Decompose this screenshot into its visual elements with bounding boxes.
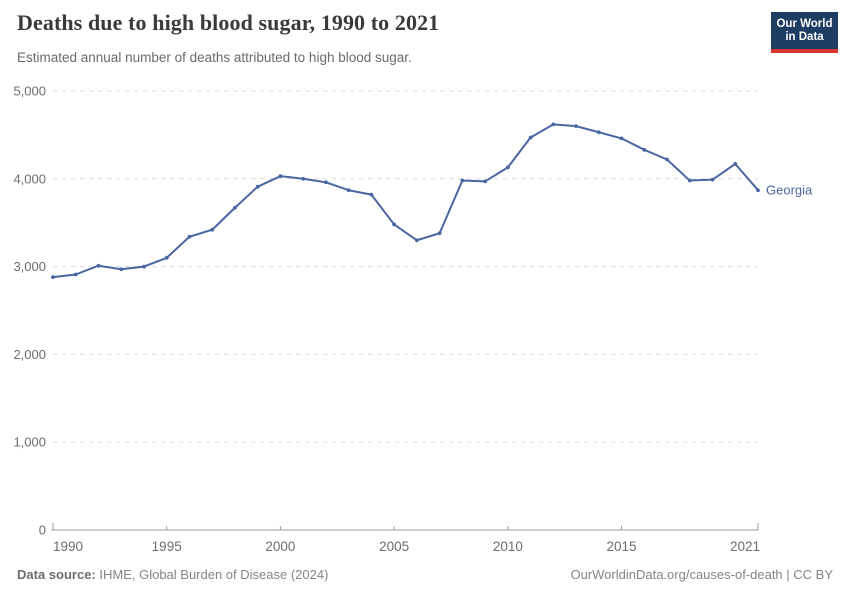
data-point[interactable] <box>414 238 419 243</box>
data-point[interactable] <box>73 272 78 277</box>
data-point[interactable] <box>324 180 328 185</box>
entity-label[interactable]: Georgia <box>766 183 813 198</box>
x-tick-label: 2015 <box>607 539 637 554</box>
data-point[interactable] <box>460 178 465 183</box>
x-tick-label: 2010 <box>493 539 523 554</box>
owid-logo[interactable]: Our World in Data <box>771 12 838 53</box>
trend-line[interactable] <box>52 123 759 279</box>
data-point[interactable] <box>233 205 237 210</box>
data-point[interactable] <box>369 192 374 197</box>
data-point[interactable] <box>483 179 487 184</box>
x-tick-label: 2005 <box>379 539 409 554</box>
data-source-label: Data source: <box>17 567 96 582</box>
data-point[interactable] <box>756 188 760 193</box>
data-point[interactable] <box>437 231 442 236</box>
y-tick-label: 4,000 <box>13 171 46 186</box>
data-point[interactable] <box>551 122 556 127</box>
data-point[interactable] <box>346 188 351 193</box>
owid-logo-stripe <box>771 49 838 53</box>
data-point[interactable] <box>255 184 260 189</box>
data-point[interactable] <box>142 264 146 269</box>
data-point[interactable] <box>733 161 738 166</box>
chart-subtitle: Estimated annual number of deaths attrib… <box>17 50 412 65</box>
y-tick-label: 2,000 <box>13 347 46 362</box>
x-tick-label: 1995 <box>152 539 182 554</box>
data-point[interactable] <box>187 234 192 239</box>
y-tick-label: 1,000 <box>13 435 46 450</box>
data-source: Data source: IHME, Global Burden of Dise… <box>17 567 328 582</box>
data-point[interactable] <box>619 136 624 141</box>
data-point[interactable] <box>528 135 533 140</box>
data-point[interactable] <box>164 255 169 260</box>
data-point[interactable] <box>665 157 669 162</box>
x-tick-label: 1990 <box>53 539 83 554</box>
data-point[interactable] <box>505 165 510 170</box>
data-point[interactable] <box>642 147 647 152</box>
data-point[interactable] <box>687 178 692 183</box>
data-point[interactable] <box>96 263 101 268</box>
y-tick-label: 0 <box>39 523 46 538</box>
data-point[interactable] <box>210 227 215 232</box>
data-point[interactable] <box>596 130 601 135</box>
y-tick-label: 5,000 <box>13 84 46 99</box>
y-tick-label: 3,000 <box>13 259 46 274</box>
footer-link[interactable]: OurWorldinData.org/causes-of-death | CC … <box>570 567 833 582</box>
data-point[interactable] <box>278 174 283 179</box>
owid-logo-text: Our World in Data <box>771 12 838 49</box>
data-point[interactable] <box>710 177 715 182</box>
data-point[interactable] <box>392 222 397 227</box>
data-point[interactable] <box>119 267 124 272</box>
x-tick-label: 2021 <box>730 539 760 554</box>
data-point[interactable] <box>51 275 55 280</box>
data-source-value: IHME, Global Burden of Disease (2024) <box>95 567 329 582</box>
data-point[interactable] <box>574 124 578 129</box>
data-point[interactable] <box>301 176 306 181</box>
chart-title: Deaths due to high blood sugar, 1990 to … <box>17 10 440 35</box>
x-tick-label: 2000 <box>265 539 295 554</box>
